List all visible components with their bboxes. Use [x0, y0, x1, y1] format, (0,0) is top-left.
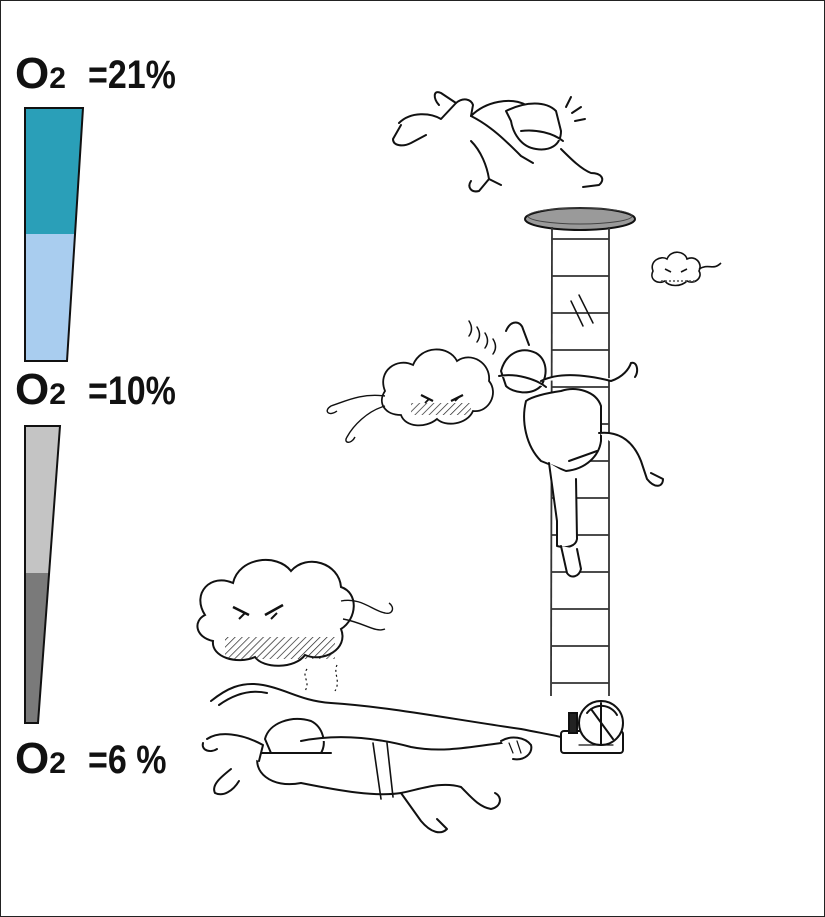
unconscious-worker-on-floor [201, 718, 533, 834]
oxygen-high-bar [24, 107, 85, 362]
oxygen-low-bar [24, 425, 62, 724]
o2-level-6-label: O2 =6 % [15, 734, 167, 783]
medium-gas-cloud-icon [326, 348, 494, 443]
large-gas-cloud-icon [196, 558, 394, 692]
collapsed-worker-at-surface [392, 91, 604, 193]
manhole-cover [524, 207, 636, 231]
o2-level-10-label: O2 =10% [15, 365, 176, 414]
worker-falling-from-ladder [468, 294, 664, 578]
o2-level-21-label: O2 =21% [15, 49, 176, 98]
air-hose-and-blower [210, 683, 624, 754]
small-gas-cloud-icon [651, 251, 722, 287]
